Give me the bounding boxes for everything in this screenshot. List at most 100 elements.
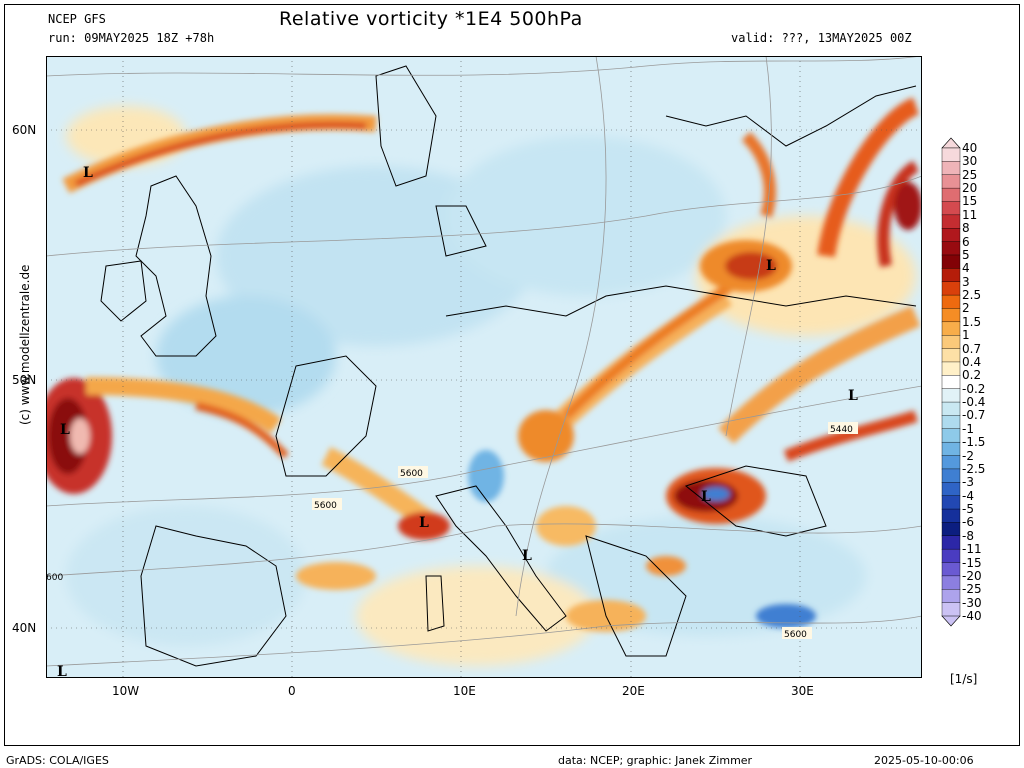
- colorbar-tick-label: -40: [962, 609, 982, 623]
- lon-label-20e: 20E: [622, 684, 645, 698]
- low-marker-adriatic: L: [522, 548, 532, 564]
- colorbar-tick-label: 5: [962, 247, 970, 262]
- colorbar-tick-label: -3: [962, 475, 974, 490]
- lon-label-0: 0: [288, 684, 296, 698]
- footer-timestamp: 2025-05-10-00:06: [874, 754, 974, 767]
- colorbar-tick-label: -0.7: [962, 408, 986, 423]
- coastlines: [100, 65, 917, 667]
- colorbar-tick-label: 0.4: [962, 354, 982, 369]
- colorbar-swatch: [941, 294, 961, 309]
- colorbar-tick-label: 3: [962, 274, 970, 289]
- colorbar-swatch: [941, 214, 961, 229]
- colorbar-swatch: [941, 455, 961, 470]
- contour-label-5600-east: 5600: [784, 630, 807, 640]
- colorbar-swatch: [941, 334, 961, 350]
- colorbar-bottom-arrow: [941, 615, 961, 627]
- lon-label-30e: 30E: [791, 684, 814, 698]
- model-name: NCEP GFS: [48, 12, 106, 26]
- colorbar-swatch: [941, 174, 961, 189]
- contour-label-5600-alps: 5600: [400, 469, 423, 479]
- colorbar-tick-label: 2.5: [962, 288, 982, 303]
- colorbar-tick-label: -2: [962, 448, 974, 463]
- field-detail: [46, 97, 922, 632]
- colorbar-swatch: [941, 348, 961, 363]
- colorbar-tick-label: -1: [962, 421, 974, 436]
- low-marker-ukraine: L: [848, 388, 858, 404]
- colorbar: [941, 137, 961, 627]
- colorbar-swatch: [941, 254, 961, 269]
- field-broad: [66, 106, 916, 666]
- colorbar-swatch: [941, 201, 961, 216]
- colorbar-tick-label: -0.4: [962, 395, 986, 410]
- colorbar-swatch: [941, 575, 961, 590]
- colorbar-tick-label: -15: [962, 555, 982, 570]
- colorbar-tick-label: 30: [962, 154, 978, 169]
- colorbar-swatch: [941, 468, 961, 483]
- colorbar-swatch: [941, 508, 961, 523]
- run-info: run: 09MAY2025 18Z +78h: [48, 31, 215, 45]
- colorbar-swatch: [941, 241, 961, 256]
- chart-title: Relative vorticity *1E4 500hPa: [279, 8, 583, 30]
- map-border: [46, 56, 922, 678]
- colorbar-tick-label: 11: [962, 207, 978, 222]
- colorbar-swatch: [941, 147, 961, 162]
- colorbar-swatch: [941, 428, 961, 443]
- unit-label: [1/s]: [950, 672, 978, 686]
- colorbar-swatch: [941, 441, 961, 457]
- low-marker-belarus: L: [766, 258, 776, 274]
- low-marker-biscay: L: [60, 422, 70, 438]
- lat-label-50n: 50N: [12, 373, 37, 387]
- colorbar-tick-label: 4: [962, 261, 970, 276]
- valid-time: valid: ???, 13MAY2025 00Z: [731, 31, 912, 45]
- colorbar-swatch: [941, 281, 961, 296]
- colorbar-tick-label: 0.2: [962, 368, 982, 383]
- contour-label-600-edge: 600: [46, 573, 63, 583]
- lat-label-40n: 40N: [12, 621, 37, 635]
- colorbar-tick-label: -4: [962, 488, 974, 503]
- colorbar-swatch: [941, 388, 961, 403]
- colorbar-swatch: [941, 589, 961, 604]
- colorbar-swatch: [941, 308, 961, 323]
- low-markers: L L L L L L L L: [57, 165, 858, 678]
- colorbar-swatch: [941, 602, 961, 617]
- low-marker-genoa: L: [419, 515, 429, 531]
- contour-label-5600-west: 5600: [314, 501, 337, 511]
- contour-label-5440: 5440: [830, 425, 853, 435]
- colorbar-tick-label: 6: [962, 234, 970, 249]
- colorbar-tick-label: 20: [962, 181, 978, 196]
- plot-frame: [4, 4, 1020, 746]
- graticule: [46, 56, 922, 678]
- geopotential-contours: [46, 56, 922, 667]
- colorbar-swatch: [941, 361, 961, 376]
- colorbar-tick-label: -0.2: [962, 381, 986, 396]
- colorbar-tick-label: -25: [962, 582, 982, 597]
- lon-label-10e: 10E: [453, 684, 476, 698]
- colorbar-tick-label: 15: [962, 194, 978, 209]
- colorbar-tick-label: 1: [962, 328, 970, 343]
- vorticity-map: 5600 5600 5440 5600 600 L L L L L L L L: [46, 56, 922, 678]
- colorbar-tick-label: -20: [962, 568, 982, 583]
- lon-label-10w: 10W: [112, 684, 140, 698]
- colorbar-tick-label: -11: [962, 542, 982, 557]
- colorbar-tick-label: 25: [962, 167, 978, 182]
- colorbar-tick-label: -6: [962, 515, 974, 530]
- colorbar-swatch: [941, 228, 961, 243]
- colorbar-swatch: [941, 401, 961, 416]
- colorbar-tick-label: 40: [962, 141, 978, 155]
- lat-label-60n: 60N: [12, 123, 37, 137]
- colorbar-swatch: [941, 321, 961, 336]
- colorbar-swatch: [941, 268, 961, 283]
- colorbar-tick-label: 2: [962, 301, 970, 316]
- colorbar-tick-label: -5: [962, 502, 974, 517]
- colorbar-swatch: [941, 482, 961, 497]
- colorbar-tick-label: -2.5: [962, 461, 986, 476]
- colorbar-swatch: [941, 187, 961, 202]
- colorbar-swatch: [941, 535, 961, 550]
- colorbar-swatch: [941, 562, 961, 577]
- footer-credit: data: NCEP; graphic: Janek Zimmer: [558, 754, 753, 767]
- colorbar-swatch: [941, 415, 961, 430]
- side-credit: (c) www.modellzentrale.de: [18, 264, 32, 425]
- footer-software: GrADS: COLA/IGES: [6, 754, 109, 767]
- colorbar-swatch: [941, 495, 961, 510]
- low-marker-southwest: L: [57, 664, 67, 678]
